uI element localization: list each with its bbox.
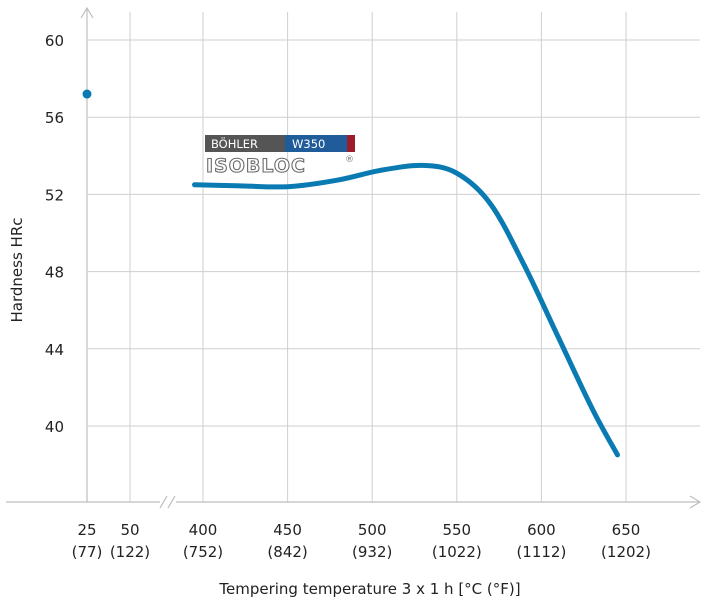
x-axis-title: Tempering temperature 3 x 1 h [°C (°F)] bbox=[218, 580, 520, 598]
y-tick-label: 52 bbox=[45, 186, 64, 204]
y-axis-title: Hardness HRc bbox=[8, 218, 26, 323]
x-tick-label-c: 550 bbox=[442, 521, 471, 539]
hardness-curve bbox=[192, 162, 620, 458]
x-tick-label-c: 650 bbox=[612, 521, 641, 539]
y-tick-label: 60 bbox=[45, 32, 64, 50]
axes bbox=[6, 6, 702, 509]
x-tick-label-c: 500 bbox=[358, 521, 387, 539]
logo-grade: W350 bbox=[292, 137, 325, 151]
x-tick-label-c: 600 bbox=[527, 521, 556, 539]
y-axis-arrow bbox=[80, 6, 94, 19]
x-tick-label-f: (752) bbox=[183, 543, 223, 561]
axis-break-mark bbox=[159, 495, 168, 509]
logo-brand: BÖHLER bbox=[211, 135, 258, 151]
as-hardened-point bbox=[82, 89, 92, 99]
gridlines bbox=[88, 12, 700, 502]
series-layer bbox=[82, 89, 620, 458]
x-tick-label-f: (932) bbox=[352, 543, 392, 561]
x-axis-arrow bbox=[689, 495, 702, 509]
logo-grade-red bbox=[347, 135, 355, 152]
x-tick-label-f: (842) bbox=[267, 543, 307, 561]
axis-break-gap bbox=[160, 496, 176, 508]
logo-grade-blue bbox=[285, 135, 347, 152]
x-tick-label-c: 50 bbox=[120, 521, 139, 539]
axis-break-mark bbox=[167, 495, 176, 509]
x-tick-label-c: 450 bbox=[273, 521, 302, 539]
legend-logo: BÖHLER W350 ISOBLOC ® bbox=[205, 135, 355, 178]
x-tick-label-c: 400 bbox=[189, 521, 218, 539]
x-tick-label-f: (77) bbox=[72, 543, 103, 561]
y-tick-label: 44 bbox=[45, 341, 64, 359]
y-tick-label: 40 bbox=[45, 418, 64, 436]
x-tick-label-f: (1022) bbox=[432, 543, 482, 561]
y-tick-label: 48 bbox=[45, 264, 64, 282]
x-tick-label-f: (1112) bbox=[516, 543, 566, 561]
logo-product: ISOBLOC bbox=[206, 155, 306, 177]
x-tick-label-f: (122) bbox=[110, 543, 150, 561]
logo-mark: ® bbox=[345, 155, 354, 165]
y-tick-label: 56 bbox=[45, 109, 64, 127]
x-tick-label-f: (1202) bbox=[601, 543, 651, 561]
x-tick-label-c: 25 bbox=[77, 521, 96, 539]
tick-labels: 60 56 52 48 44 40 25 (77) 50 (122) 400 (752) 450 (842… bbox=[45, 32, 651, 561]
